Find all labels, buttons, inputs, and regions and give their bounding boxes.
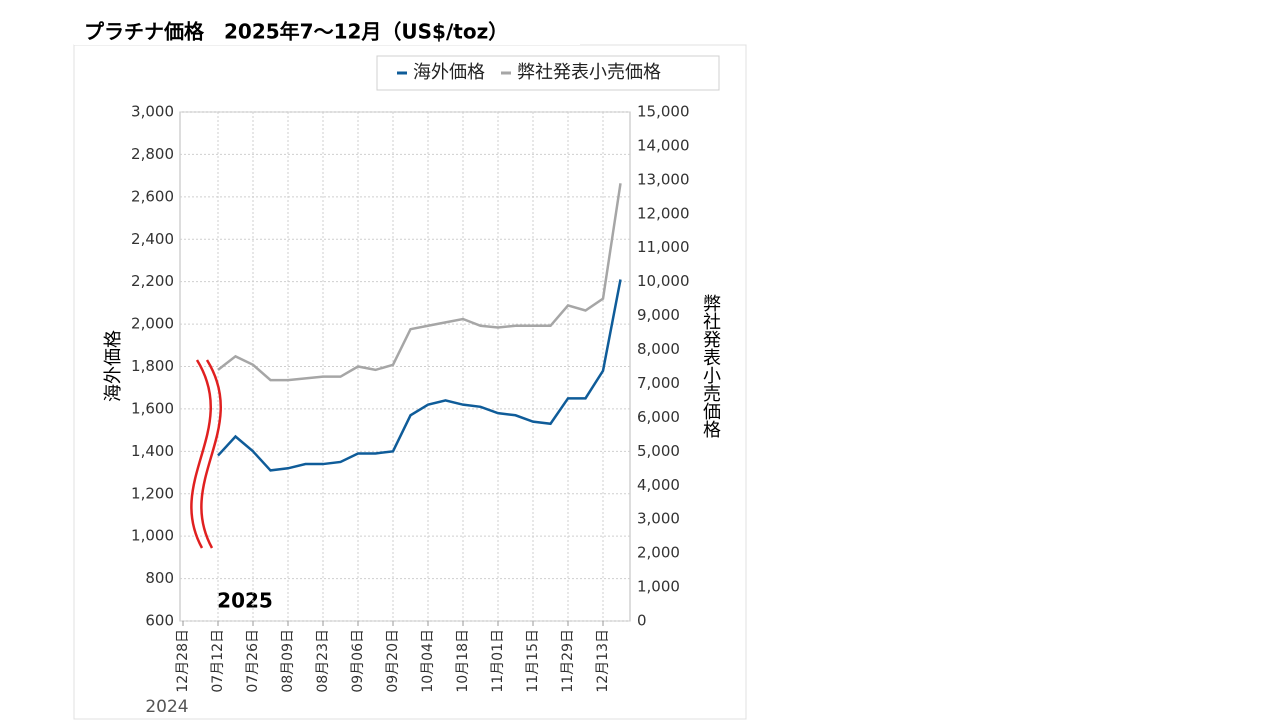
x-tick-label: 12月13日 (595, 629, 611, 693)
chart-frame (73, 44, 747, 720)
y2-tick-label: 6,000 (637, 408, 680, 426)
y-tick-label: 2,800 (131, 145, 174, 163)
y-tick-label: 2,200 (131, 272, 174, 290)
y-axis-title: 海外価格 (103, 330, 124, 402)
y2-tick-label: 3,000 (637, 510, 680, 528)
x-tick-label: 11月29日 (560, 629, 576, 693)
y2-tick-label: 5,000 (637, 442, 680, 460)
y-tick-label: 1,800 (131, 357, 174, 375)
y2-tick-label: 4,000 (637, 476, 680, 494)
legend-box (376, 55, 720, 91)
y2-tick-label: 10,000 (637, 272, 690, 290)
annotation: 2025 (217, 589, 273, 613)
x-tick-label: 09月06日 (350, 629, 366, 693)
x-tick-label: 11月15日 (525, 629, 541, 693)
annotation: 2024 (145, 697, 188, 717)
x-tick-label: 07月12日 (210, 629, 226, 693)
y-tick-label: 2,400 (131, 230, 174, 248)
y2-axis-title: 弊社発表小売価格 (700, 294, 721, 438)
y-tick-label: 600 (145, 612, 174, 630)
y2-tick-label: 0 (637, 612, 647, 630)
y-tick-label: 2,600 (131, 187, 174, 205)
data-line (217, 183, 622, 382)
x-tick-label: 11月01日 (490, 629, 506, 693)
title-box (74, 2, 580, 45)
y2-tick-label: 1,000 (637, 578, 680, 596)
y2-tick-label: 14,000 (637, 136, 690, 154)
x-tick-label: 08月23日 (315, 629, 331, 693)
x-tick-label: 07月26日 (245, 629, 261, 693)
y-tick-label: 1,600 (131, 399, 174, 417)
break-mark (190, 359, 212, 549)
break-mark (200, 359, 222, 549)
y2-tick-label: 12,000 (637, 204, 690, 222)
x-tick-label: 12月28日 (175, 629, 191, 693)
y2-tick-label: 15,000 (637, 103, 690, 121)
x-tick-label: 10月18日 (455, 629, 471, 693)
y2-tick-label: 11,000 (637, 238, 690, 256)
y-tick-label: 1,000 (131, 527, 174, 545)
legend-label: 海外価格 (413, 62, 485, 83)
data-line (217, 279, 622, 472)
x-tick-label: 08月09日 (280, 629, 296, 693)
y2-tick-label: 8,000 (637, 340, 680, 358)
y2-tick-label: 13,000 (637, 170, 690, 188)
y-tick-label: 1,200 (131, 484, 174, 502)
y-tick-label: 3,000 (131, 103, 174, 121)
y-tick-label: 800 (145, 569, 174, 587)
y-tick-label: 2,000 (131, 315, 174, 333)
y2-tick-label: 7,000 (637, 374, 680, 392)
y2-tick-label: 9,000 (637, 306, 680, 324)
x-tick-label: 09月20日 (385, 629, 401, 693)
legend-label: 弊社発表小売価格 (517, 62, 661, 83)
x-tick-label: 10月04日 (420, 629, 436, 693)
y-tick-label: 1,400 (131, 442, 174, 460)
y2-tick-label: 2,000 (637, 544, 680, 562)
chart-title: プラチナ価格 2025年7～12月（US$/toz） (84, 20, 508, 44)
